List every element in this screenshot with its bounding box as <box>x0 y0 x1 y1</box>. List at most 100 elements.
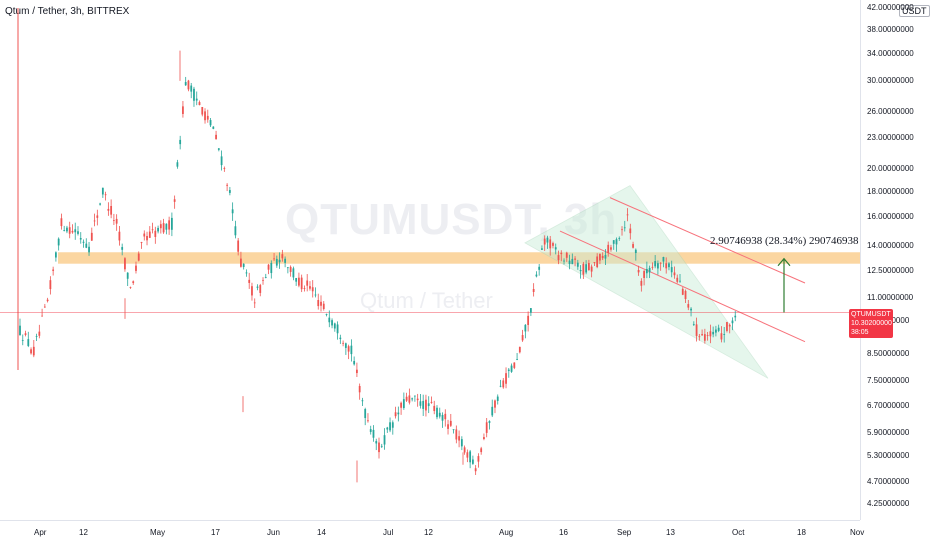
candle-body <box>77 231 79 234</box>
candle-body <box>195 98 198 101</box>
candle-body <box>618 238 621 239</box>
candle-body <box>460 439 463 447</box>
candle-body <box>364 409 367 419</box>
candle-body <box>723 334 726 335</box>
candle-body <box>68 227 71 234</box>
price-tick-label: 4.25000000 <box>867 499 910 509</box>
time-tick-label: Oct <box>732 528 745 537</box>
candle-body <box>386 427 389 430</box>
candle-body <box>129 287 132 289</box>
candle-body <box>626 214 629 216</box>
price-tick-label: 30.00000000 <box>867 75 914 85</box>
candle-body <box>74 229 77 233</box>
candle-body <box>30 349 32 354</box>
candle-body <box>541 248 543 250</box>
candle-body <box>256 286 259 288</box>
candle-body <box>496 396 499 401</box>
candle-body <box>259 285 262 293</box>
candle-body <box>441 414 444 421</box>
price-chart[interactable] <box>0 0 860 520</box>
candle-body <box>375 441 378 444</box>
candle-body <box>557 255 560 261</box>
candle-body <box>245 272 248 274</box>
candle-body <box>665 263 668 269</box>
candle-body <box>447 424 449 429</box>
channel-lower <box>559 230 806 343</box>
candle-body <box>513 362 516 368</box>
candle-body <box>367 420 369 422</box>
candle-body <box>405 396 408 401</box>
candle-body <box>629 228 632 234</box>
candle-body <box>223 168 226 169</box>
name-watermark: Qtum / Tether <box>360 288 493 313</box>
support-zone <box>58 252 860 264</box>
candle-body <box>494 400 496 408</box>
candle-body <box>231 209 234 214</box>
candle-body <box>132 281 135 284</box>
time-axis[interactable]: Apr 12 May 17 Jun 14 Jul 12 Aug 16 Sep 13 Oct 18 Nov <box>0 520 864 551</box>
candle-body <box>587 262 590 271</box>
candle-body <box>187 80 190 90</box>
candle-body <box>240 258 242 267</box>
candle-body <box>712 331 715 335</box>
candle-body <box>380 445 383 447</box>
candle-body <box>524 324 527 332</box>
time-tick-label: 14 <box>317 528 326 537</box>
price-tick-label: 42.00000000 <box>867 3 914 12</box>
candle-body <box>679 280 681 282</box>
candle-body <box>455 429 458 440</box>
price-axis[interactable]: 42.00000000 38.00000000 34.00000000 30.0000… <box>860 0 932 520</box>
chart-title: Qtum / Tether, 3h, BITTREX <box>5 6 130 17</box>
candle-body <box>397 412 400 415</box>
candle-body <box>320 301 322 306</box>
candle-body <box>673 272 676 276</box>
candle-body <box>676 277 679 282</box>
candle-body <box>325 314 328 315</box>
candle-body <box>419 401 422 406</box>
candle-body <box>328 317 331 323</box>
measure-label: 2.90746938 (28.34%) 290746938 <box>710 235 859 247</box>
time-tick-label: Jun <box>267 528 280 537</box>
price-tick-label: 38.00000000 <box>867 24 914 34</box>
candle-body <box>477 456 480 462</box>
candle-body <box>720 333 723 340</box>
candle-body <box>668 263 670 268</box>
candle-body <box>212 126 215 129</box>
candle-body <box>104 194 107 196</box>
candle-body <box>342 342 344 344</box>
candle-body <box>24 333 27 335</box>
price-tick-label: 5.90000000 <box>867 428 910 438</box>
candle-body <box>433 405 436 412</box>
candle-body <box>303 288 306 289</box>
candle-body <box>701 334 703 336</box>
candle-body <box>173 199 176 202</box>
currency-badge[interactable]: USDT <box>899 5 930 17</box>
candle-body <box>731 320 734 324</box>
candle-body <box>262 279 264 281</box>
candle-body <box>634 249 637 254</box>
candle-body <box>115 218 118 224</box>
candle-body <box>32 346 35 356</box>
candle-body <box>452 429 455 431</box>
candle-body <box>717 327 720 331</box>
candle-body <box>488 421 491 423</box>
measure-arrow-head <box>777 257 791 267</box>
candle-body <box>458 436 460 441</box>
candle-body <box>427 403 430 407</box>
candle-body <box>322 303 325 310</box>
candle-body <box>657 263 659 269</box>
candle-body <box>615 239 618 245</box>
candle-body <box>538 266 541 270</box>
candle-body <box>507 369 510 372</box>
candle-body <box>651 266 654 268</box>
candle-body <box>610 247 612 250</box>
candle-body <box>162 223 165 233</box>
candle-body <box>549 239 552 249</box>
candle-body <box>695 324 698 336</box>
candle-body <box>309 286 311 289</box>
candle-body <box>422 400 425 409</box>
time-tick-label: 18 <box>797 528 806 537</box>
candle-body <box>234 226 237 236</box>
candle-body <box>137 253 140 261</box>
candle-body <box>201 107 204 115</box>
